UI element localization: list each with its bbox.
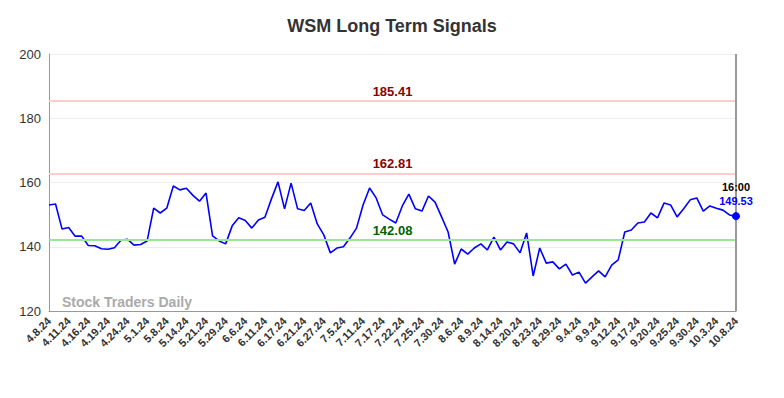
svg-text:120: 120 bbox=[19, 304, 41, 319]
svg-text:7.5.24: 7.5.24 bbox=[317, 314, 348, 345]
svg-text:9.20.24: 9.20.24 bbox=[627, 314, 662, 350]
svg-text:WSM Long Term Signals: WSM Long Term Signals bbox=[287, 16, 497, 36]
svg-text:8.29.24: 8.29.24 bbox=[529, 314, 564, 350]
svg-text:9.17.24: 9.17.24 bbox=[607, 314, 643, 350]
svg-text:6.21.24: 6.21.24 bbox=[274, 314, 309, 350]
svg-text:4.16.24: 4.16.24 bbox=[58, 314, 93, 350]
svg-text:8.6.24: 8.6.24 bbox=[435, 314, 466, 345]
svg-text:9.4.24: 9.4.24 bbox=[553, 314, 584, 345]
svg-text:149.53: 149.53 bbox=[719, 195, 753, 207]
svg-text:10.3.24: 10.3.24 bbox=[686, 314, 721, 350]
svg-text:9.12.24: 9.12.24 bbox=[588, 314, 623, 350]
svg-text:7.11.24: 7.11.24 bbox=[333, 314, 368, 349]
svg-text:200: 200 bbox=[19, 47, 41, 62]
svg-text:4.8.24: 4.8.24 bbox=[23, 314, 54, 345]
svg-text:185.41: 185.41 bbox=[373, 84, 413, 99]
svg-text:8.23.24: 8.23.24 bbox=[509, 314, 544, 350]
svg-text:140: 140 bbox=[19, 239, 41, 254]
svg-text:5.21.24: 5.21.24 bbox=[175, 314, 211, 350]
svg-text:7.30.24: 7.30.24 bbox=[411, 314, 446, 350]
svg-text:8.20.24: 8.20.24 bbox=[489, 314, 525, 350]
svg-text:5.1.24: 5.1.24 bbox=[121, 314, 152, 345]
svg-text:4.11.24: 4.11.24 bbox=[38, 314, 73, 349]
svg-text:16:00: 16:00 bbox=[722, 181, 750, 193]
svg-text:7.22.24: 7.22.24 bbox=[372, 314, 407, 350]
svg-text:9.9.24: 9.9.24 bbox=[572, 314, 603, 345]
svg-text:6.11.24: 6.11.24 bbox=[235, 314, 270, 349]
svg-text:10.8.24: 10.8.24 bbox=[706, 314, 741, 349]
svg-text:8.9.24: 8.9.24 bbox=[455, 314, 486, 345]
svg-text:4.24.24: 4.24.24 bbox=[97, 314, 132, 350]
svg-text:9.30.24: 9.30.24 bbox=[666, 314, 701, 350]
svg-text:6.17.24: 6.17.24 bbox=[254, 314, 289, 350]
svg-text:4.19.24: 4.19.24 bbox=[77, 314, 113, 350]
svg-text:8.14.24: 8.14.24 bbox=[470, 314, 505, 350]
svg-text:6.27.24: 6.27.24 bbox=[293, 314, 328, 350]
svg-text:5.14.24: 5.14.24 bbox=[156, 314, 191, 350]
svg-text:7.25.24: 7.25.24 bbox=[391, 314, 427, 350]
svg-text:142.08: 142.08 bbox=[373, 223, 413, 238]
svg-text:5.8.24: 5.8.24 bbox=[140, 314, 171, 345]
svg-text:7.17.24: 7.17.24 bbox=[352, 314, 387, 350]
svg-text:162.81: 162.81 bbox=[373, 156, 413, 171]
svg-text:9.25.24: 9.25.24 bbox=[647, 314, 682, 350]
svg-text:160: 160 bbox=[19, 175, 41, 190]
svg-text:Stock Traders Daily: Stock Traders Daily bbox=[62, 294, 192, 310]
svg-text:6.6.24: 6.6.24 bbox=[219, 314, 250, 345]
svg-text:5.29.24: 5.29.24 bbox=[195, 314, 230, 350]
svg-text:180: 180 bbox=[19, 111, 41, 126]
